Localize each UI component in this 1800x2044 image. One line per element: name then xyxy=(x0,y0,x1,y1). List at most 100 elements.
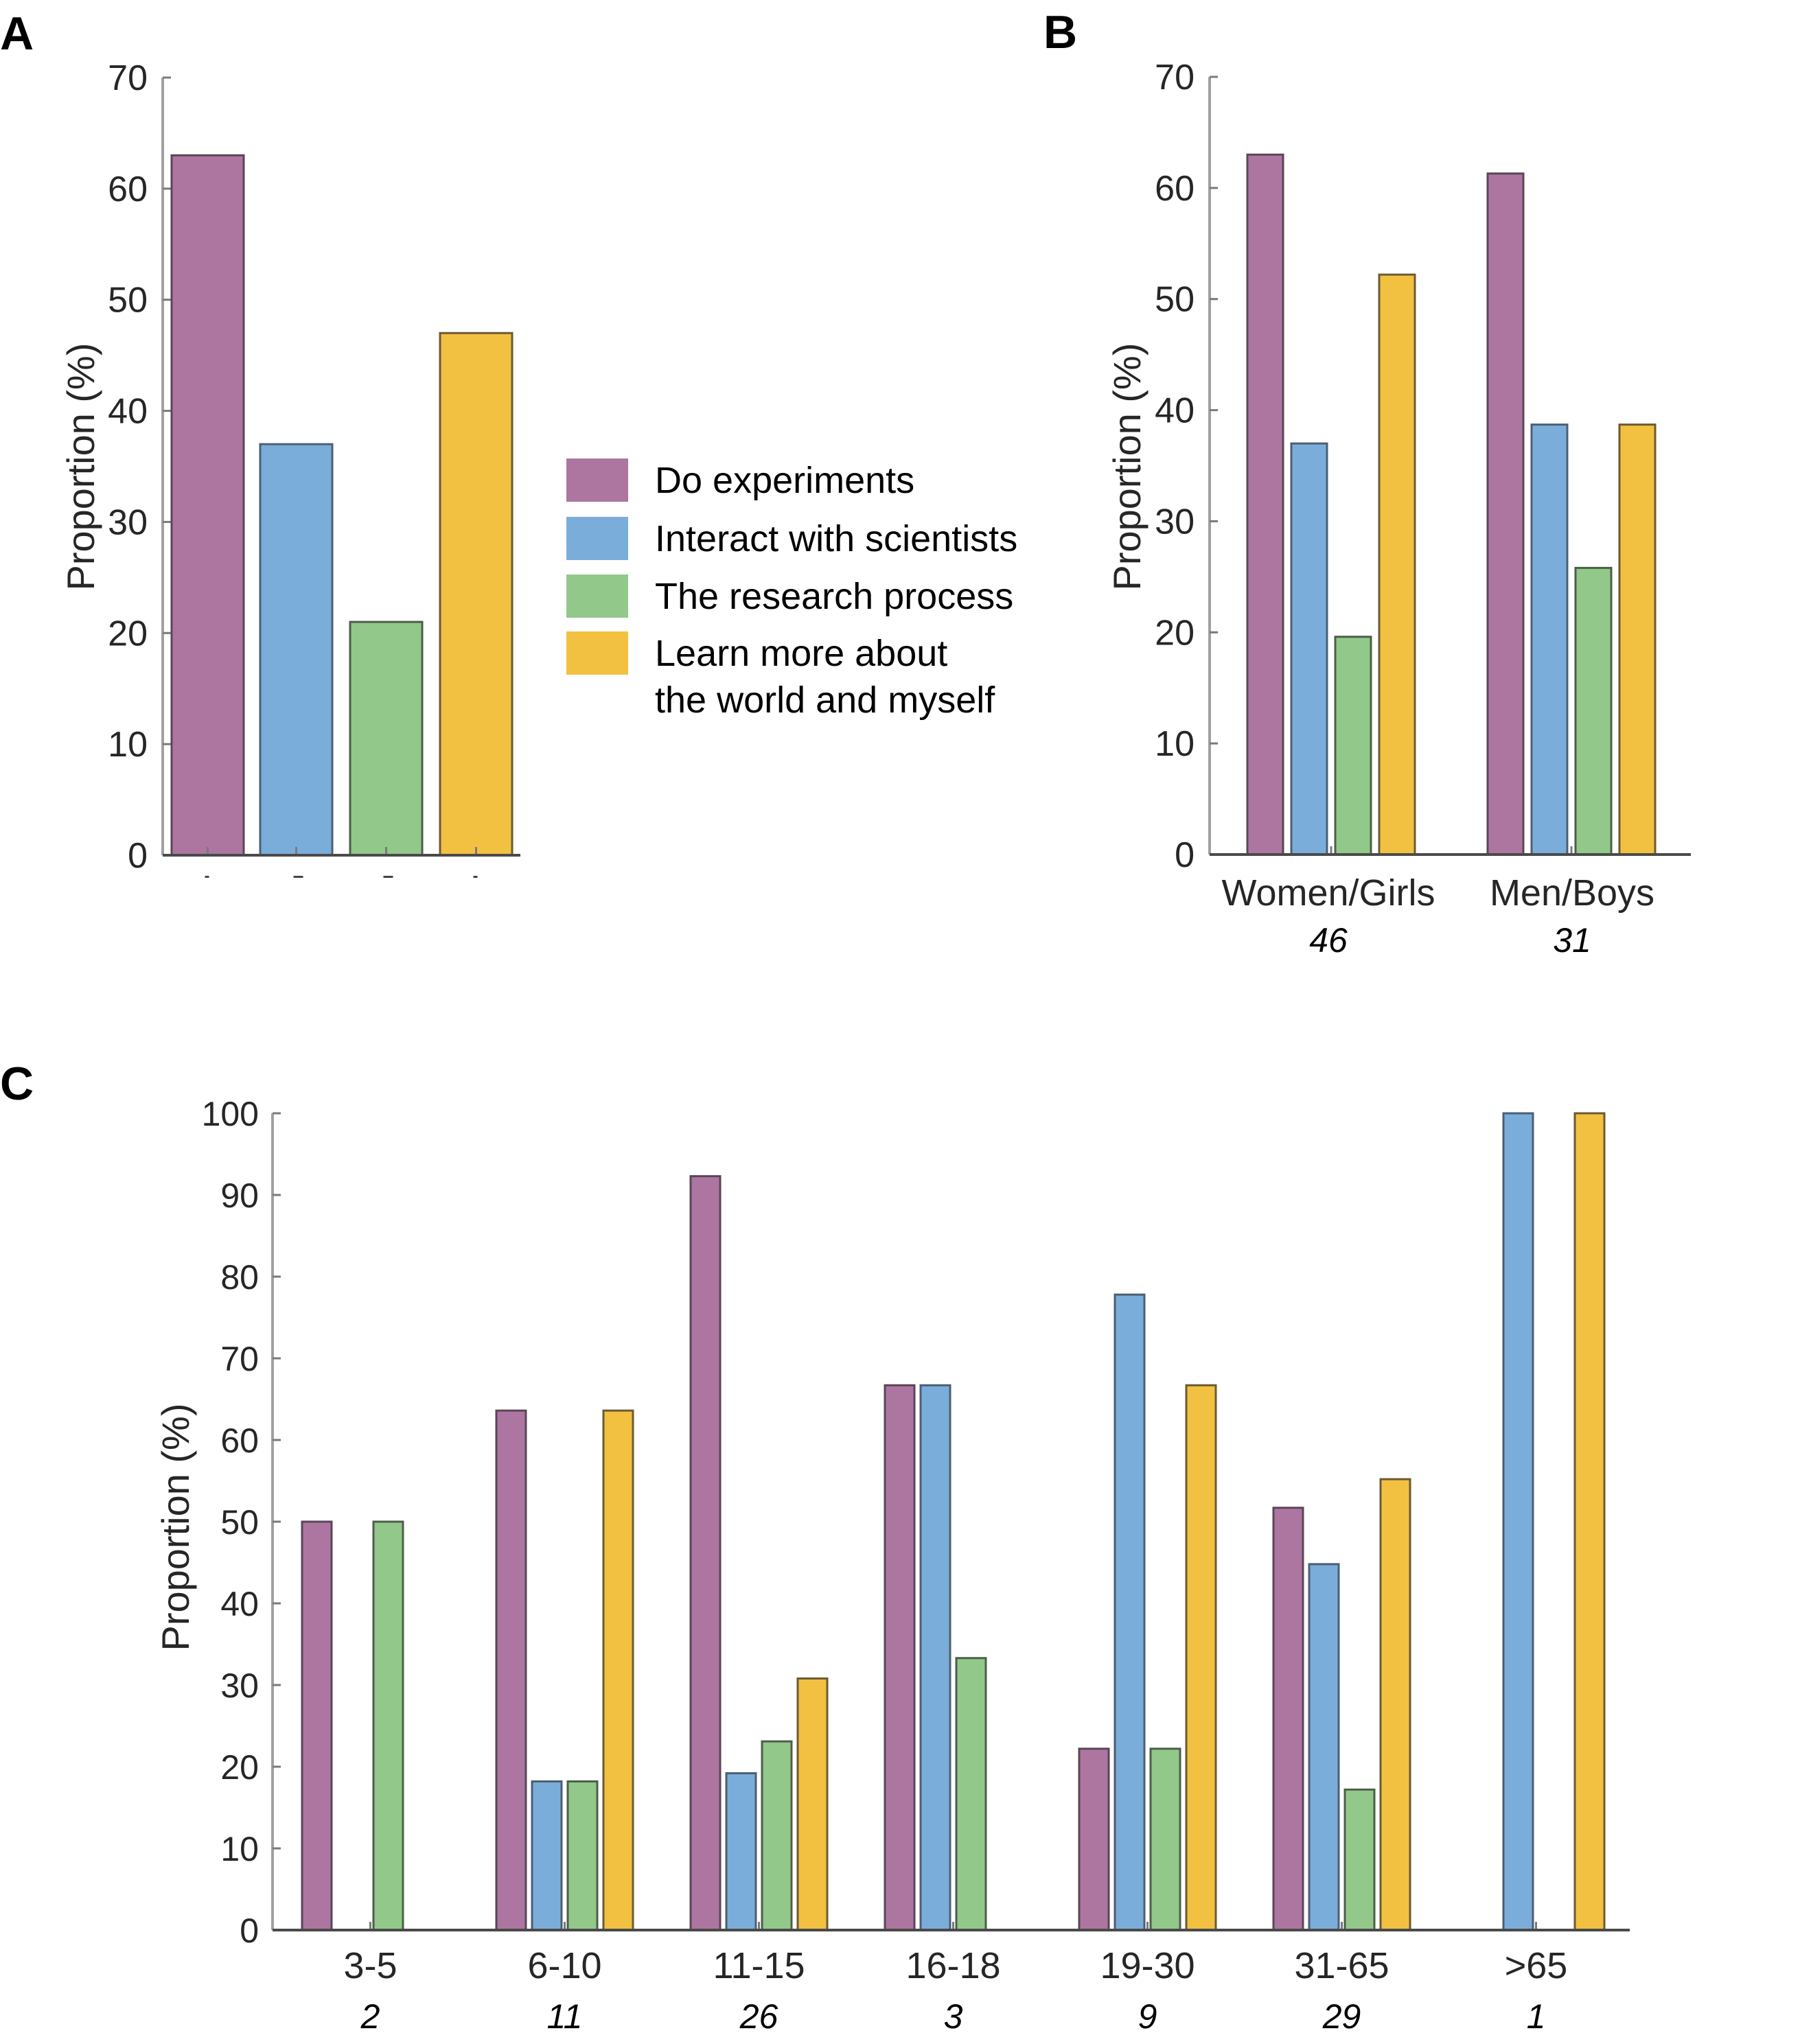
panel-c-bar-interact-with-scientists xyxy=(725,1772,757,1931)
panel-c-y-tick-label: 10 xyxy=(220,1830,259,1868)
panel-c-bar-interact-with-scientists xyxy=(531,1780,563,1931)
panel-c-bar-interact-with-scientists xyxy=(919,1384,951,1931)
panel-c-x-tick-label: 31-65 xyxy=(1294,1945,1389,1986)
panel-c-bar-research-process xyxy=(955,1657,987,1931)
panel-letter-a: A xyxy=(0,8,34,60)
panel-c-bar-learn-more xyxy=(1185,1384,1217,1931)
panel-c-chart: 0 10 20 30 40 50 60 70 80 90 100 Proportion (%) 3-5 2… xyxy=(154,1095,1630,2036)
panel-b-bar-do-experiments xyxy=(1486,172,1525,856)
panel-b-bar-research-process xyxy=(1574,566,1613,856)
panel-c-sample-size: 29 xyxy=(1322,1997,1361,2036)
panel-b-y-tick-label: 50 xyxy=(1155,280,1195,320)
panel-c-y-tick-label: 70 xyxy=(220,1340,259,1378)
panel-a-bar-research-process xyxy=(349,620,424,857)
legend-label: Do experiments xyxy=(655,460,914,501)
panel-c-x-tick-label: 16-18 xyxy=(905,1945,1000,1986)
panel-a-x-tick-label-clipped xyxy=(205,876,209,878)
panel-c-bar-interact-with-scientists xyxy=(1502,1112,1534,1931)
panel-c-bar-do-experiments xyxy=(689,1175,722,1931)
panel-a-chart: 0 10 20 30 40 50 60 70 Proportion (%) xyxy=(59,58,520,878)
panel-b-y-tick-label: 10 xyxy=(1155,724,1195,764)
panel-c-bar-learn-more xyxy=(602,1409,634,1931)
panel-c-bar-research-process xyxy=(761,1740,793,1931)
panel-c-bar-research-process xyxy=(566,1780,599,1931)
panel-b-sample-size: 46 xyxy=(1309,921,1348,960)
legend-item-do-experiments: Do experiments xyxy=(566,458,914,502)
panel-b-sample-size: 31 xyxy=(1553,921,1591,960)
panel-c-sample-size: 1 xyxy=(1527,1997,1546,2036)
legend-item-interact-with-scientists: Interact with scientists xyxy=(566,517,1017,560)
panel-c-bar-research-process xyxy=(1343,1788,1376,1931)
panel-c-y-tick-label: 20 xyxy=(220,1748,259,1787)
panel-c-bar-learn-more xyxy=(1573,1112,1606,1931)
panel-b-x-tick-label: Men/Boys xyxy=(1490,872,1654,914)
panel-c-sample-size: 2 xyxy=(360,1997,380,2036)
panel-c-y-tick-label: 80 xyxy=(220,1258,259,1297)
panel-a-y-tick-label: 20 xyxy=(108,614,148,653)
panel-c-bar-do-experiments xyxy=(495,1409,527,1931)
panel-a-y-tick-label: 70 xyxy=(108,58,148,98)
legend-label: Interact with scientists xyxy=(655,518,1017,559)
panel-c-bar-learn-more xyxy=(1379,1478,1411,1931)
legend-item-learn-more: Learn more about the world and myself xyxy=(566,631,995,721)
legend-swatch xyxy=(566,517,628,560)
panel-a-y-axis-label: Proportion (%) xyxy=(59,342,102,590)
panel-c-y-axis-label: Proportion (%) xyxy=(154,1403,197,1651)
panel-b-bar-interact-with-scientists xyxy=(1530,423,1569,856)
panel-a-bar-learn-more xyxy=(439,332,514,857)
panel-b-y-tick-label: 0 xyxy=(1175,835,1195,875)
panel-c-bar-learn-more xyxy=(796,1677,829,1931)
legend-label: The research process xyxy=(655,576,1013,617)
panel-c-sample-size: 26 xyxy=(739,1997,778,2036)
legend-label: Learn more about xyxy=(655,633,947,674)
panel-c-bar-do-experiments xyxy=(301,1520,333,1931)
panel-b-bar-interact-with-scientists xyxy=(1290,442,1328,856)
panel-c-sample-size: 11 xyxy=(547,1997,583,2036)
panel-a-x-tick-label-clipped xyxy=(473,876,478,878)
panel-a-x-tick-label-clipped xyxy=(293,876,303,878)
panel-c-bar-do-experiments xyxy=(1272,1507,1304,1931)
panel-c-x-tick-label: 19-30 xyxy=(1100,1945,1195,1986)
panel-c-x-tick-label: 11-15 xyxy=(713,1945,805,1986)
panel-b-y-tick-label: 40 xyxy=(1155,391,1195,431)
panel-a-y-tick-label: 50 xyxy=(108,281,148,321)
panel-c-y-tick-label: 0 xyxy=(240,1912,259,1950)
panel-b-bar-learn-more xyxy=(1618,423,1657,856)
panel-b-x-tick-label: Women/Girls xyxy=(1221,872,1435,914)
panel-c-bar-interact-with-scientists xyxy=(1308,1563,1340,1931)
panel-c-bar-research-process xyxy=(1149,1747,1181,1931)
panel-b-chart: 0 10 20 30 40 50 60 70 Proportion (%) Women/Girls… xyxy=(1105,58,1691,960)
panel-c-y-tick-label: 100 xyxy=(202,1095,259,1133)
panel-c-bar-interact-with-scientists xyxy=(1114,1293,1146,1931)
panel-a-bar-do-experiments xyxy=(170,154,245,857)
panel-c-y-tick-label: 50 xyxy=(220,1503,259,1542)
legend-item-research-process: The research process xyxy=(566,574,1013,618)
panel-a-y-tick-label: 10 xyxy=(108,725,148,765)
panel-a-y-tick-label: 40 xyxy=(108,392,148,432)
panel-a-x-tick-label-clipped xyxy=(383,876,393,878)
panel-b-bar-learn-more xyxy=(1378,273,1416,856)
legend-label: the world and myself xyxy=(655,680,995,721)
panel-letter-c: C xyxy=(0,1058,34,1110)
panel-a-y-tick-label: 60 xyxy=(108,170,148,209)
legend-swatch xyxy=(566,631,628,675)
panel-c-x-tick-label: 6-10 xyxy=(527,1945,601,1986)
panel-c-sample-size: 9 xyxy=(1138,1997,1157,2036)
panel-c-y-tick-label: 90 xyxy=(220,1176,259,1215)
panel-c-x-tick-label: 3-5 xyxy=(343,1945,397,1986)
panel-c-y-tick-label: 40 xyxy=(220,1585,259,1623)
panel-b-y-tick-label: 20 xyxy=(1155,613,1195,653)
panel-b-bar-do-experiments xyxy=(1246,153,1284,856)
panel-letter-b: B xyxy=(1043,6,1077,58)
panel-c-y-tick-label: 30 xyxy=(220,1666,259,1705)
panel-c-sample-size: 3 xyxy=(944,1997,963,2036)
panel-c-x-tick-label: >65 xyxy=(1505,1945,1568,1986)
panel-a-y-tick-label: 0 xyxy=(128,836,148,876)
legend: Do experiments Interact with scientists Th… xyxy=(566,458,1017,721)
panel-b-y-tick-label: 60 xyxy=(1155,169,1195,209)
legend-swatch xyxy=(566,574,628,618)
panel-a-y-tick-label: 30 xyxy=(108,502,148,542)
legend-swatch xyxy=(566,458,628,502)
panel-c-bar-do-experiments xyxy=(1078,1747,1110,1931)
